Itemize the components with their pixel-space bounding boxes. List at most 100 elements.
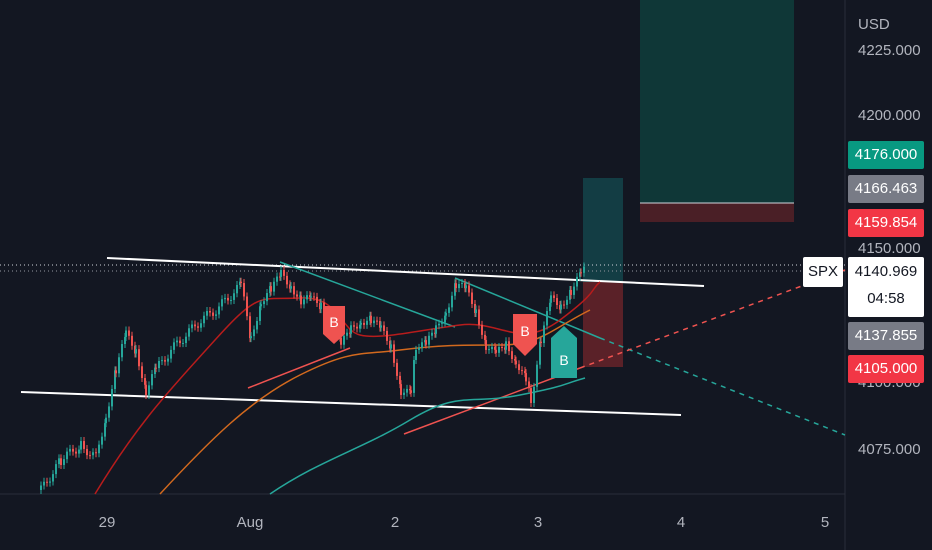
candle-body-112 [340,337,342,345]
short-loss-zone[interactable] [583,282,623,367]
current-price: 4140.969 [854,263,918,280]
price-tick: 4075.000 [858,441,921,458]
candle-body-196 [550,295,552,303]
candle-body-81 [263,301,265,305]
take-profit-tag[interactable]: 4176.000 [848,141,924,169]
candle-body-2 [46,481,48,483]
candle-body-178 [505,341,507,350]
candle-body-74 [246,296,248,317]
symbol-tag[interactable]: SPX [803,257,843,287]
position-profit-zone[interactable] [640,0,794,203]
buy-signal[interactable]: B [551,326,577,378]
candle-body-45 [161,360,163,362]
candle-body-78 [256,320,258,330]
candle-body-13 [78,449,80,454]
candle-body-189 [533,386,535,403]
lower-trend-line[interactable] [20,391,682,416]
candle-body-96 [300,295,302,305]
candle-body-169 [484,334,486,341]
candle-body-100 [310,296,312,298]
candle-body-32 [128,330,130,336]
entry-tag[interactable]: 4105.000 [848,355,924,383]
candle-body-116 [350,325,352,334]
current-price-box[interactable]: 4140.969 04:58 [848,257,924,317]
candle-body-128 [380,325,382,328]
red-trend-line-1[interactable] [247,347,351,389]
candle-body-158 [455,283,457,289]
candle-body-186 [525,373,527,382]
prev-close-tag[interactable]: 4137.855 [848,322,924,350]
upper-trend-line[interactable] [106,257,705,287]
stop-loss-tag[interactable]: 4159.854 [848,209,924,237]
candle-body-202 [566,299,568,305]
price-tick: 4150.000 [858,240,921,257]
candle-body-153 [444,315,446,323]
candle-body-61 [209,311,211,313]
candle-body-63 [215,314,217,316]
candle-body-144 [421,342,423,348]
candle-body-80 [260,304,262,307]
red-trend-line-2[interactable] [403,367,581,435]
high-tag[interactable]: 4166.463 [848,175,924,203]
candle-body-195 [549,302,551,312]
candle-body-188 [530,388,532,403]
candle-body-53 [185,336,187,343]
candle-body-27 [115,370,117,374]
candle-body-156 [451,295,453,308]
candle-body-138 [406,388,408,393]
candle-body-172 [491,346,493,350]
candle-body-93 [293,286,295,295]
candle-body-28 [118,357,120,374]
candle-body-139 [409,388,411,391]
candle-body-0 [40,485,42,490]
candle-body-19 [95,452,97,454]
candle-body-191 [539,341,541,365]
candle-body-20 [98,444,100,454]
candle-body-94 [296,294,298,297]
sell-signal-2[interactable]: B [513,314,537,356]
candle-body-117 [353,325,355,327]
candle-body-118 [356,326,358,329]
candle-body-205 [573,286,575,295]
teal-trend-extension [599,337,846,436]
candle-body-40 [148,385,150,395]
candle-body-155 [448,307,450,313]
candle-body-182 [515,360,517,365]
teal-trend-line[interactable] [279,261,456,328]
sell-signal-1[interactable]: B [323,306,345,344]
candle-body-68 [230,299,232,301]
candle-body-120 [360,322,362,325]
candle-body-148 [431,332,433,336]
candle-body-193 [543,325,545,344]
candle-body-36 [138,349,140,367]
candle-body-15 [83,441,85,449]
short-profit-zone[interactable] [583,178,623,282]
candle-body-30 [124,336,126,345]
candle-body-73 [243,283,245,297]
candle-body-135 [399,375,401,385]
time-tick: 5 [820,514,830,531]
candle-body-58 [200,323,202,328]
svg-text:B: B [329,314,338,330]
candle-body-130 [386,330,388,341]
candle-body-54 [188,328,190,337]
candle-body-7 [60,458,62,465]
ma-slow [269,377,586,495]
candle-body-104 [320,302,322,310]
position-loss-zone[interactable] [640,203,794,222]
candle-body-185 [524,370,526,374]
candle-body-37 [141,366,143,379]
candle-body-124 [370,315,372,324]
candle-body-163 [468,285,470,293]
candle-body-9 [66,451,68,460]
candle-body-190 [536,364,538,387]
candle-body-33 [131,335,133,346]
candle-body-11 [72,448,74,452]
candle-body-150 [435,325,437,334]
candle-body-197 [553,295,555,299]
candle-body-8 [63,459,65,465]
candle-body-64 [218,306,220,315]
teal-trend-line-2[interactable] [454,277,601,339]
candle-body-175 [498,347,500,353]
